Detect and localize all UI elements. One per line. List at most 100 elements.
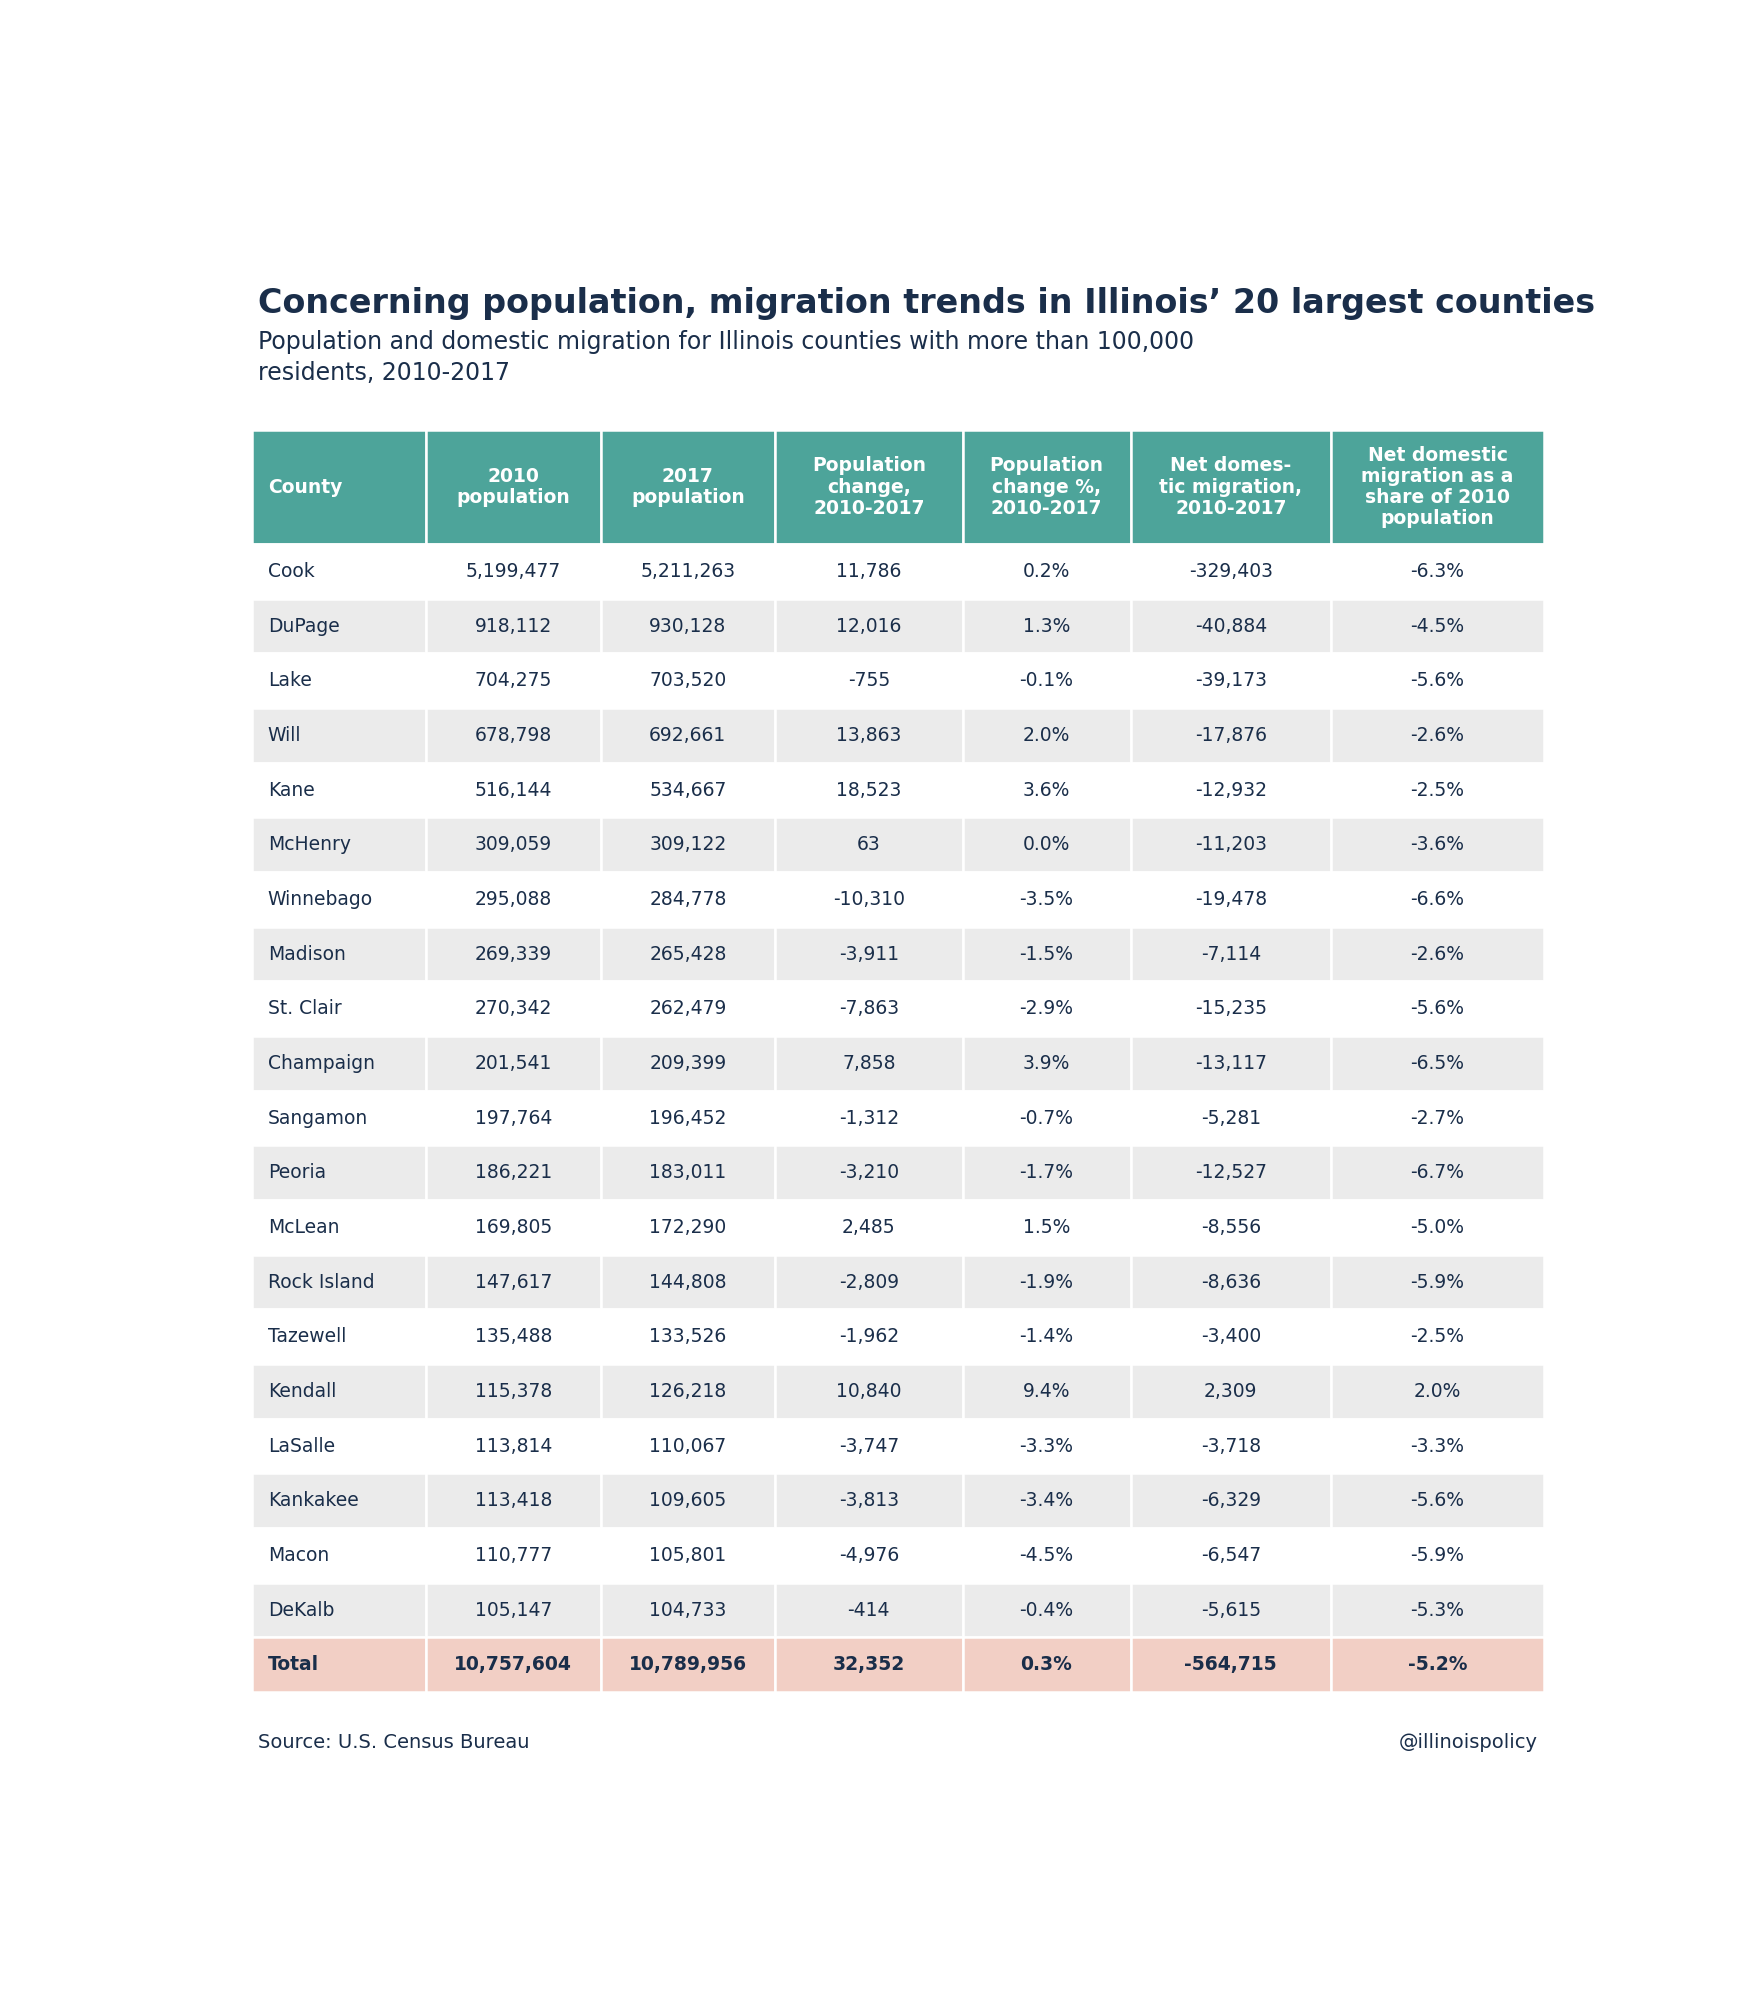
- Bar: [962, 1473, 1130, 1529]
- Text: Kane: Kane: [268, 781, 315, 799]
- Bar: [774, 1200, 962, 1256]
- Bar: [774, 1146, 962, 1200]
- Bar: [601, 1256, 774, 1309]
- Text: -1,312: -1,312: [839, 1108, 899, 1128]
- Bar: [601, 598, 774, 654]
- Bar: [426, 763, 601, 817]
- Bar: [426, 1419, 601, 1473]
- Text: -7,114: -7,114: [1200, 945, 1261, 963]
- Text: Madison: Madison: [268, 945, 345, 963]
- Bar: [426, 1090, 601, 1146]
- Text: -0.4%: -0.4%: [1020, 1600, 1074, 1620]
- Text: 703,520: 703,520: [650, 672, 727, 690]
- Text: Population
change,
2010-2017: Population change, 2010-2017: [811, 456, 925, 518]
- Bar: [1332, 544, 1544, 598]
- Text: -6.7%: -6.7%: [1410, 1164, 1465, 1182]
- Bar: [601, 708, 774, 763]
- Bar: [252, 817, 426, 873]
- Bar: [1130, 763, 1332, 817]
- Text: 5,199,477: 5,199,477: [466, 562, 561, 580]
- Text: 169,805: 169,805: [475, 1218, 552, 1238]
- Text: 0.0%: 0.0%: [1023, 835, 1070, 855]
- Text: 110,777: 110,777: [475, 1547, 552, 1565]
- Bar: [774, 981, 962, 1036]
- Text: 113,418: 113,418: [475, 1491, 552, 1511]
- Bar: [1332, 1146, 1544, 1200]
- Bar: [252, 1036, 426, 1090]
- Bar: [1130, 1582, 1332, 1638]
- Text: -15,235: -15,235: [1195, 998, 1267, 1018]
- Bar: [601, 817, 774, 873]
- Text: -1.4%: -1.4%: [1020, 1327, 1074, 1347]
- Text: 930,128: 930,128: [650, 616, 727, 636]
- Text: -4.5%: -4.5%: [1020, 1547, 1074, 1565]
- Bar: [1130, 598, 1332, 654]
- Bar: [962, 1529, 1130, 1582]
- Bar: [252, 1309, 426, 1363]
- Bar: [252, 1473, 426, 1529]
- Bar: [774, 873, 962, 927]
- Text: Net domes-
tic migration,
2010-2017: Net domes- tic migration, 2010-2017: [1160, 456, 1302, 518]
- Bar: [252, 1256, 426, 1309]
- Bar: [426, 873, 601, 927]
- Text: Source: U.S. Census Bureau: Source: U.S. Census Bureau: [258, 1734, 529, 1752]
- Bar: [252, 598, 426, 654]
- Text: -0.1%: -0.1%: [1020, 672, 1074, 690]
- Text: 0.2%: 0.2%: [1023, 562, 1070, 580]
- Bar: [252, 981, 426, 1036]
- Text: @illinoispolicy: @illinoispolicy: [1400, 1734, 1538, 1752]
- Bar: [1130, 654, 1332, 708]
- Bar: [1332, 1473, 1544, 1529]
- Text: -1.9%: -1.9%: [1020, 1274, 1074, 1291]
- Text: DeKalb: DeKalb: [268, 1600, 335, 1620]
- Bar: [252, 1090, 426, 1146]
- Text: Net domestic
migration as a
share of 2010
population: Net domestic migration as a share of 201…: [1361, 446, 1514, 528]
- Bar: [426, 1146, 601, 1200]
- Bar: [962, 1419, 1130, 1473]
- Bar: [774, 1529, 962, 1582]
- Bar: [426, 598, 601, 654]
- Text: 63: 63: [857, 835, 881, 855]
- Text: 105,147: 105,147: [475, 1600, 552, 1620]
- Text: -19,478: -19,478: [1195, 891, 1267, 909]
- Text: -5.9%: -5.9%: [1410, 1547, 1465, 1565]
- Bar: [252, 927, 426, 981]
- Text: -2.5%: -2.5%: [1410, 781, 1465, 799]
- Bar: [252, 763, 426, 817]
- Bar: [601, 1473, 774, 1529]
- Text: 692,661: 692,661: [650, 725, 727, 745]
- Text: -755: -755: [848, 672, 890, 690]
- Bar: [426, 544, 601, 598]
- Bar: [426, 817, 601, 873]
- Text: County: County: [268, 478, 342, 496]
- Text: 196,452: 196,452: [650, 1108, 727, 1128]
- Text: -3.6%: -3.6%: [1410, 835, 1465, 855]
- Bar: [252, 654, 426, 708]
- Text: -329,403: -329,403: [1190, 562, 1272, 580]
- Text: McHenry: McHenry: [268, 835, 350, 855]
- Bar: [1130, 927, 1332, 981]
- Text: -1.5%: -1.5%: [1020, 945, 1074, 963]
- Bar: [1332, 1419, 1544, 1473]
- Text: -2.6%: -2.6%: [1410, 945, 1465, 963]
- Text: Champaign: Champaign: [268, 1054, 375, 1072]
- Bar: [601, 544, 774, 598]
- Bar: [601, 1200, 774, 1256]
- Bar: [1130, 1473, 1332, 1529]
- Text: 104,733: 104,733: [650, 1600, 727, 1620]
- Text: -5.6%: -5.6%: [1410, 998, 1465, 1018]
- Text: -6,329: -6,329: [1200, 1491, 1261, 1511]
- Text: -3.3%: -3.3%: [1410, 1437, 1465, 1455]
- Text: -3.4%: -3.4%: [1020, 1491, 1074, 1511]
- Bar: [1332, 1036, 1544, 1090]
- Bar: [774, 1638, 962, 1692]
- Text: -5.0%: -5.0%: [1410, 1218, 1465, 1238]
- Bar: [426, 708, 601, 763]
- Text: -3.5%: -3.5%: [1020, 891, 1074, 909]
- Bar: [426, 1638, 601, 1692]
- Text: -5,615: -5,615: [1200, 1600, 1261, 1620]
- Bar: [774, 598, 962, 654]
- Text: 309,122: 309,122: [650, 835, 727, 855]
- Bar: [962, 1256, 1130, 1309]
- Bar: [1130, 873, 1332, 927]
